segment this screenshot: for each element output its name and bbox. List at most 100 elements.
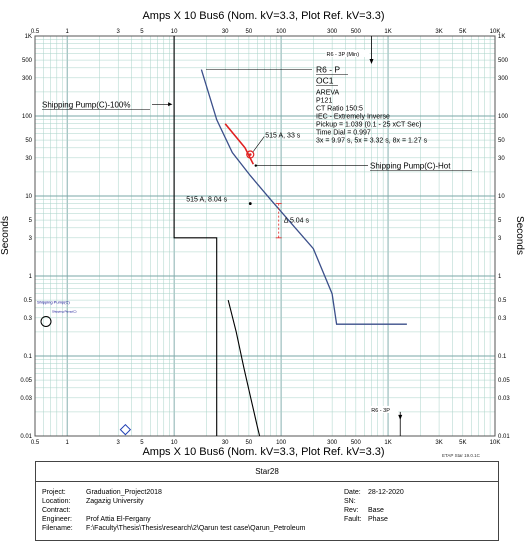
- y-tick-label-right: 5: [498, 218, 502, 224]
- y-tick-label-left: 0.5: [24, 298, 33, 304]
- x-tick-label-top: 500: [351, 29, 362, 35]
- filename-value: F:\Faculty\Thesis\Thesis\research\2\Qaru…: [86, 525, 306, 532]
- sn-row: SN:: [344, 498, 368, 505]
- x-tick-label-bottom: 100: [276, 440, 287, 446]
- x-tick-label-top: 0.5: [31, 29, 40, 35]
- x-tick-label-top: 3: [117, 29, 121, 35]
- date-row: Date: 28-12-2020: [344, 489, 404, 496]
- y-tick-label-right: 500: [498, 58, 509, 64]
- engineer-row: Engineer: Prof Attia El-Fergany: [42, 516, 151, 523]
- x-tick-label-top: 300: [327, 29, 338, 35]
- y-tick-label-left: 300: [22, 76, 33, 82]
- y-tick-label-left: 1K: [25, 34, 32, 40]
- y-tick-label-left: 100: [22, 114, 33, 120]
- y-tick-label-left: 10: [25, 194, 32, 200]
- marker-point: [248, 153, 252, 156]
- location-label: Location:: [42, 498, 71, 505]
- y-tick-label-left: 1: [29, 274, 33, 280]
- x-tick-label-top: 30: [222, 29, 229, 35]
- x-tick-label-top: 10K: [490, 29, 501, 35]
- series-line: [200, 69, 407, 325]
- y-tick-label-right: 0.3: [498, 316, 507, 322]
- engineer-value: Prof Attia El-Fergany: [86, 516, 151, 523]
- x-tick-label-bottom: 10K: [490, 440, 501, 446]
- small-pump-label: Shipping Pump(C): [37, 300, 70, 305]
- y-tick-label-left: 0.05: [20, 378, 32, 384]
- fault-row: Fault: Phase: [344, 516, 388, 523]
- project-row: Project: Graduation_Project2018: [42, 489, 162, 496]
- tick-layer: 0.50.51133551010303050501001003003005005…: [20, 29, 510, 446]
- contract-label: Contract:: [42, 507, 71, 514]
- rev-row: Rev: Base: [344, 507, 384, 514]
- contract-row: Contract:: [42, 507, 86, 514]
- y-tick-label-right: 0.5: [498, 298, 507, 304]
- x-tick-label-top: 10: [171, 29, 178, 35]
- fault-min-label: R6 - 3P (Min): [326, 52, 359, 58]
- delta-label: Δ 5.04 s: [284, 218, 310, 225]
- x-tick-label-bottom: 300: [327, 440, 338, 446]
- marker-label: 515 A, 8.04 s: [186, 197, 227, 204]
- title-block-star: Star28: [36, 462, 498, 482]
- x-tick-label-bottom: 5K: [459, 440, 466, 446]
- relay-setting-line: Pickup = 1.039 (0.1 - 25 xCT Sec): [316, 122, 422, 129]
- marker-label: 515 A, 33 s: [265, 133, 301, 140]
- plot-frame: [34, 35, 496, 437]
- y-tick-label-left: 0.3: [24, 316, 33, 322]
- chart-top-title: Amps X 10 Bus6 (Nom. kV=3.3, Plot Ref. k…: [142, 10, 385, 22]
- x-tick-label-bottom: 1K: [384, 440, 391, 446]
- relay-setting-line: IEC - Extremely Inverse: [316, 114, 390, 121]
- marker-point: [248, 202, 252, 205]
- y-tick-label-left: 0.01: [20, 434, 32, 440]
- relay-label: R6 - P: [316, 65, 340, 75]
- title-block: Star28 Project: Graduation_Project2018 Lo…: [35, 461, 499, 541]
- x-tick-label-bottom: 0.5: [31, 440, 40, 446]
- diamond-icon: [119, 423, 132, 436]
- fault-label: Fault:: [344, 516, 362, 523]
- grid-layer: [34, 35, 496, 437]
- y-tick-label-left: 30: [25, 156, 32, 162]
- x-tick-label-top: 5: [140, 29, 144, 35]
- filename-row: Filename: F:\Faculty\Thesis\Thesis\resear…: [42, 525, 305, 532]
- rev-label: Rev:: [344, 507, 359, 514]
- date-value: 28-12-2020: [368, 489, 404, 496]
- motor-icon: [40, 315, 52, 327]
- pump-hot-dot: [254, 164, 257, 167]
- y-tick-label-left: 5: [29, 218, 33, 224]
- marker-point: [246, 150, 255, 159]
- x-tick-label-bottom: 500: [351, 440, 362, 446]
- y-tick-label-right: 30: [498, 156, 505, 162]
- fault-min-label-bg: [325, 50, 370, 57]
- series-layer: [173, 36, 407, 437]
- series-line: [173, 36, 218, 436]
- annotation-layer: 515 A, 33 s 515 A, 8.04 s Δ 5.04 s R6 - POC…: [37, 36, 472, 436]
- x-tick-label-top: 100: [276, 29, 287, 35]
- x-tick-label-bottom: 3K: [435, 440, 442, 446]
- fault-label-bg: [370, 405, 399, 413]
- y-tick-label-right: 10: [498, 194, 505, 200]
- x-tick-label-bottom: 50: [246, 440, 253, 446]
- y-tick-label-left: 0.03: [20, 396, 32, 402]
- filename-label: Filename:: [42, 525, 73, 532]
- fault-value: Phase: [368, 516, 388, 523]
- y-tick-label-left: 500: [22, 58, 33, 64]
- project-value: Graduation_Project2018: [86, 489, 162, 496]
- relay-oc-label: OC1: [316, 76, 334, 86]
- y-tick-label-right: 100: [498, 114, 509, 120]
- y-tick-label-left: 50: [25, 138, 32, 144]
- location-value: Zagazig University: [86, 498, 144, 505]
- engineer-label: Engineer:: [42, 516, 72, 523]
- y-tick-label-right: 3: [498, 236, 502, 242]
- damage-curve: [224, 123, 255, 165]
- project-label: Project:: [42, 489, 66, 496]
- y-tick-label-right: 0.03: [498, 396, 510, 402]
- date-label: Date:: [344, 489, 361, 496]
- y-tick-label-right: 0.01: [498, 434, 510, 440]
- fault-arrow: [398, 414, 403, 420]
- sn-label: SN:: [344, 498, 356, 505]
- relay-setting-line: AREVA: [316, 90, 340, 97]
- etap-version-tag: ETAP Star 19.0.1C: [442, 453, 480, 458]
- relay-setting-line: 3x = 9.97 s, 5x = 3.32 s, 8x = 1.27 s: [316, 138, 428, 145]
- y-tick-label-left: 3: [29, 236, 33, 242]
- y-tick-label-right: 300: [498, 76, 509, 82]
- y-tick-label-right: 0.05: [498, 378, 510, 384]
